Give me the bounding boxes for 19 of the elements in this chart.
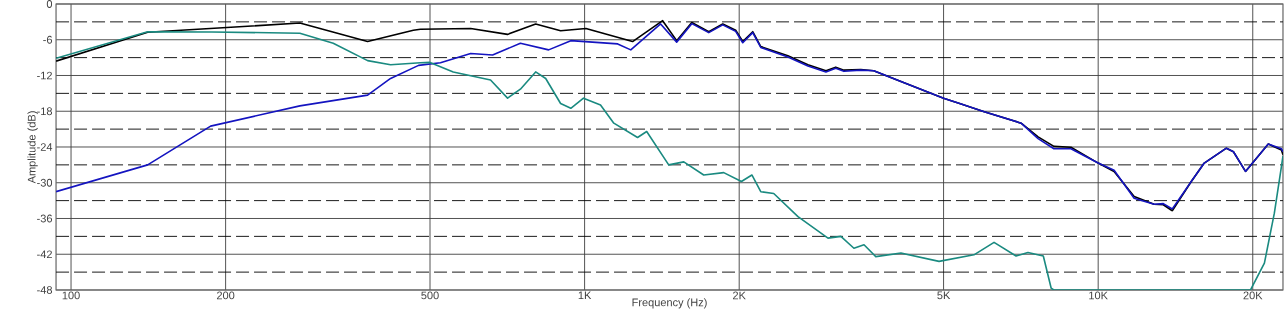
x-tick-label: 2K <box>733 291 746 300</box>
x-tick-label: 500 <box>421 291 439 300</box>
y-tick-label: -24 <box>37 143 53 151</box>
y-tick-label: -42 <box>37 250 52 259</box>
x-tick-label: 20K <box>1243 291 1263 300</box>
x-axis-title: Frequency (Hz) <box>632 298 707 309</box>
y-tick-label: -30 <box>37 178 53 187</box>
y-tick-label: 0 <box>46 0 53 8</box>
x-tick-label: 100 <box>62 291 80 300</box>
x-tick-label: 10K <box>1089 291 1108 300</box>
y-axis-title: Amplitude (dB) <box>27 111 38 184</box>
x-tick-label: 1K <box>578 291 592 300</box>
x-tick-label: 5K <box>937 291 951 300</box>
x-tick-label: 200 <box>216 291 235 300</box>
y-tick-label: -12 <box>37 71 52 80</box>
y-tick-label: -36 <box>37 214 53 223</box>
y-tick-label: -48 <box>37 286 53 294</box>
y-tick-label: -18 <box>37 107 53 116</box>
y-tick-label: -6 <box>43 35 53 44</box>
